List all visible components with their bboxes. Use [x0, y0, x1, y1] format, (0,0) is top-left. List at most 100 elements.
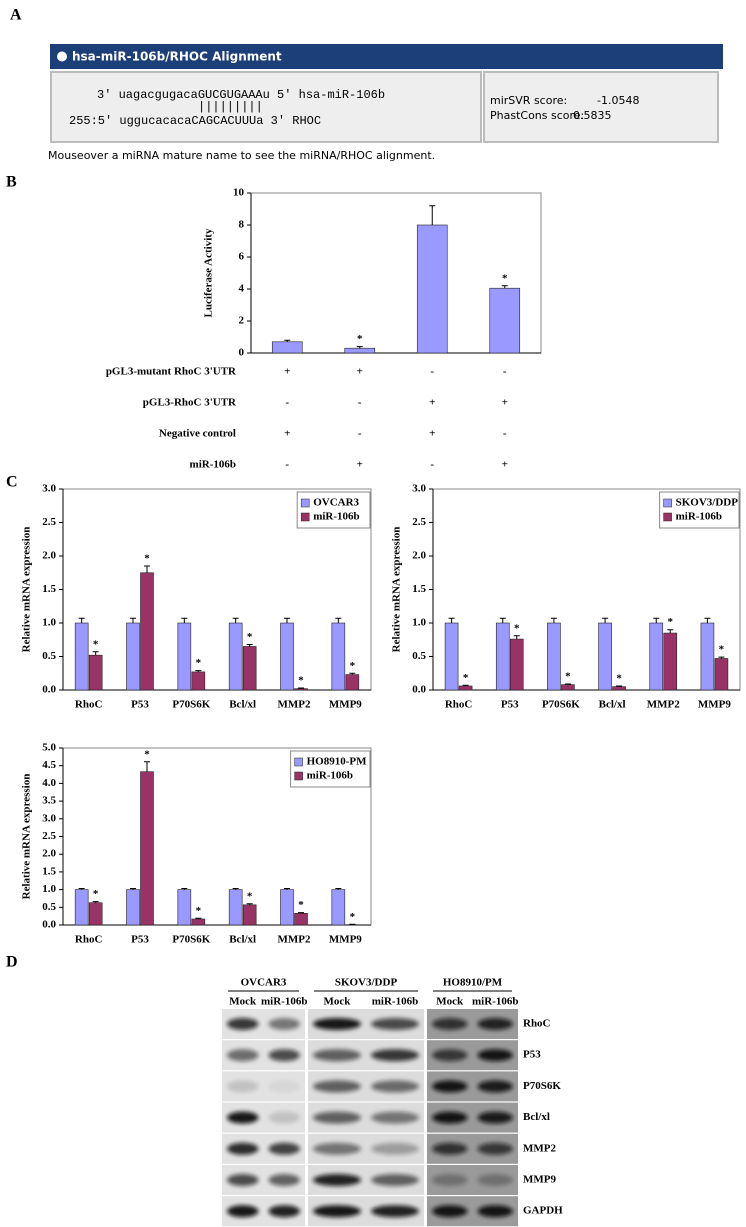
- y-tick-label: 1.0: [412, 617, 426, 629]
- blot-band: [477, 1018, 513, 1030]
- x-tick-label: Bcl/xl: [229, 699, 256, 711]
- bar: [495, 622, 510, 691]
- error-bar: [550, 617, 557, 623]
- y-tick-label: 2.5: [42, 830, 56, 842]
- bar: [509, 638, 524, 691]
- protein-label: RhoC: [523, 1018, 551, 1030]
- blot-band: [477, 1174, 513, 1186]
- x-tick-label: P70S6K: [172, 699, 210, 711]
- y-tick-label: 8: [239, 219, 245, 231]
- error-bar: [653, 617, 660, 623]
- y-axis-label: Relative mRNA expression: [21, 527, 33, 653]
- error-bar: [181, 617, 188, 623]
- y-tick-label: 2.0: [42, 848, 56, 860]
- blot-band: [268, 1174, 300, 1186]
- significance-marker: *: [144, 553, 150, 565]
- significance-marker: *: [357, 333, 363, 345]
- blot-band: [371, 1142, 419, 1155]
- score-label: PhastCons score:: [490, 109, 584, 122]
- legend-swatch: [663, 512, 672, 522]
- bar: [663, 632, 678, 691]
- blot-band: [432, 1174, 468, 1186]
- error-bar: [667, 629, 674, 634]
- error-bar: [349, 672, 356, 675]
- error-bar: [462, 684, 469, 686]
- y-axis-label: Relative mRNA expression: [391, 527, 403, 653]
- y-tick-label: 4.5: [42, 759, 56, 771]
- condition-sign: -: [358, 397, 362, 409]
- blot-band: [268, 1049, 300, 1062]
- error-bar: [246, 643, 253, 647]
- y-tick-label: 0.5: [42, 650, 56, 662]
- blot-group-label: HO8910/PM: [443, 977, 503, 989]
- x-tick-label: MMP9: [329, 934, 362, 946]
- condition-label: miR-106b: [190, 459, 236, 471]
- bar: [242, 904, 257, 926]
- x-tick-label: Bcl/xl: [229, 934, 256, 946]
- bar: [612, 686, 626, 691]
- x-tick-label: MMP2: [647, 699, 680, 711]
- alignment-title: hsa-miR-106b/RHOC Alignment: [72, 50, 282, 64]
- error-bar: [130, 888, 136, 890]
- bar: [649, 622, 664, 691]
- error-bar: [284, 617, 290, 623]
- blot-band: [477, 1205, 513, 1218]
- blot-band: [313, 1080, 361, 1093]
- x-tick-label: P53: [501, 699, 519, 711]
- y-tick-label: 1.5: [42, 865, 56, 877]
- blot-band: [227, 1142, 259, 1155]
- significance-marker: *: [350, 911, 356, 923]
- lane-label: miR-106b: [372, 996, 418, 1008]
- condition-sign: +: [357, 366, 363, 378]
- bar: [458, 685, 473, 691]
- significance-marker: *: [616, 673, 622, 685]
- blot-band: [432, 1018, 468, 1030]
- y-tick-label: 4: [239, 283, 245, 295]
- bar: [140, 572, 154, 691]
- y-tick-label: 2.5: [412, 516, 426, 528]
- condition-sign: +: [502, 397, 508, 409]
- protein-label: P53: [523, 1049, 541, 1061]
- error-bar: [181, 888, 188, 890]
- bar: [191, 671, 206, 691]
- bar: [191, 918, 206, 926]
- blot-band: [268, 1080, 300, 1093]
- error-bar: [298, 687, 304, 689]
- blot-band: [268, 1018, 300, 1030]
- protein-label: Bcl/xl: [523, 1111, 550, 1123]
- significance-marker: *: [719, 644, 725, 656]
- blot-band: [371, 1111, 419, 1124]
- y-tick-label: 10: [233, 187, 245, 199]
- y-tick-label: 2.0: [42, 550, 56, 562]
- bar: [228, 622, 243, 691]
- legend-label: OVCAR3: [313, 497, 359, 509]
- legend-swatch: [300, 498, 310, 508]
- legend-label: HO8910-PM: [307, 756, 367, 768]
- y-tick-label: 2.0: [412, 550, 426, 562]
- blot-band: [477, 1049, 513, 1062]
- significance-marker: *: [350, 660, 356, 672]
- legend-swatch: [294, 757, 303, 767]
- significance-marker: *: [668, 616, 674, 628]
- error-bar: [232, 888, 239, 890]
- condition-label: pGL3-mutant RhoC 3'UTR: [106, 366, 237, 378]
- legend-label: miR-106b: [313, 511, 359, 523]
- x-tick-label: P53: [131, 934, 149, 946]
- bar: [177, 889, 192, 926]
- lane-label: Mock: [229, 996, 257, 1008]
- significance-marker: *: [196, 657, 202, 669]
- error-bar: [232, 617, 239, 623]
- blot-band: [371, 1080, 419, 1093]
- blot-band: [227, 1049, 259, 1062]
- error-bar: [284, 339, 291, 342]
- error-bar: [616, 685, 623, 687]
- significance-marker: *: [247, 631, 253, 643]
- bar: [140, 771, 154, 926]
- x-tick-label: MMP9: [329, 699, 362, 711]
- condition-sign: -: [430, 459, 434, 471]
- bar: [547, 622, 561, 691]
- y-tick-label: 3.0: [42, 812, 56, 824]
- error-bar: [195, 670, 202, 672]
- blot-band: [371, 1049, 419, 1062]
